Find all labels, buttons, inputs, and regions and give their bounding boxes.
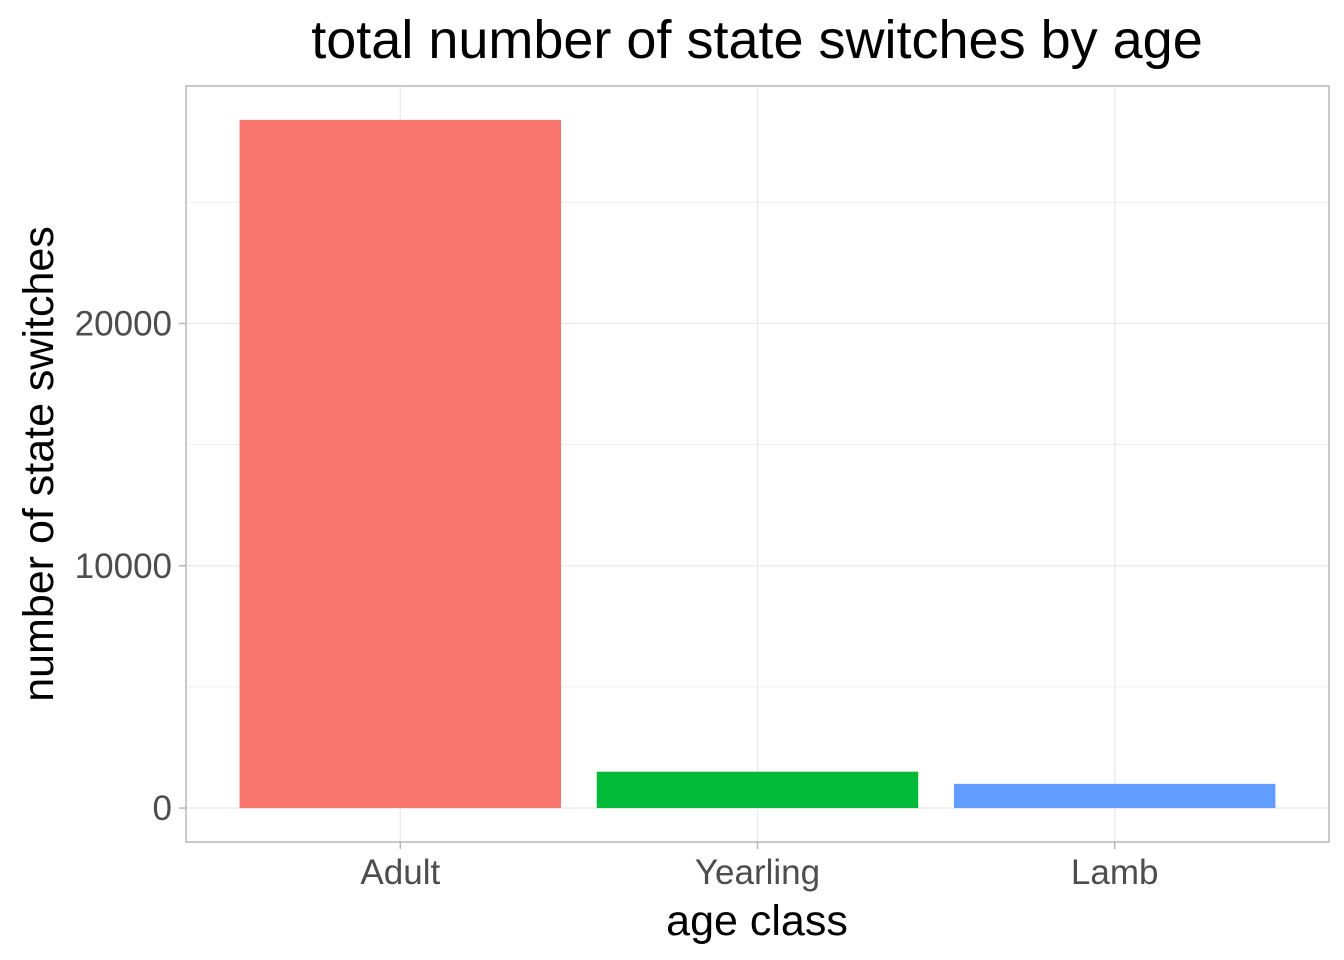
bar-adult xyxy=(239,119,562,809)
y-tick-label: 10000 xyxy=(75,547,172,586)
y-axis-title: number of state switches xyxy=(15,226,63,702)
x-tick-label: Lamb xyxy=(1071,853,1159,892)
bar-layer xyxy=(239,119,1276,809)
y-tick-label: 0 xyxy=(153,789,172,828)
bar-yearling xyxy=(596,771,919,809)
bar-lamb xyxy=(953,783,1276,809)
x-tick-label: Yearling xyxy=(695,853,820,892)
x-tick-label: Adult xyxy=(360,853,440,892)
y-tick-label: 20000 xyxy=(75,304,172,343)
tick-layer: 0 10000 20000 Adult Yearling Lamb xyxy=(75,304,1159,892)
x-axis-title: age class xyxy=(666,897,848,945)
chart-title: total number of state switches by age xyxy=(311,10,1202,70)
